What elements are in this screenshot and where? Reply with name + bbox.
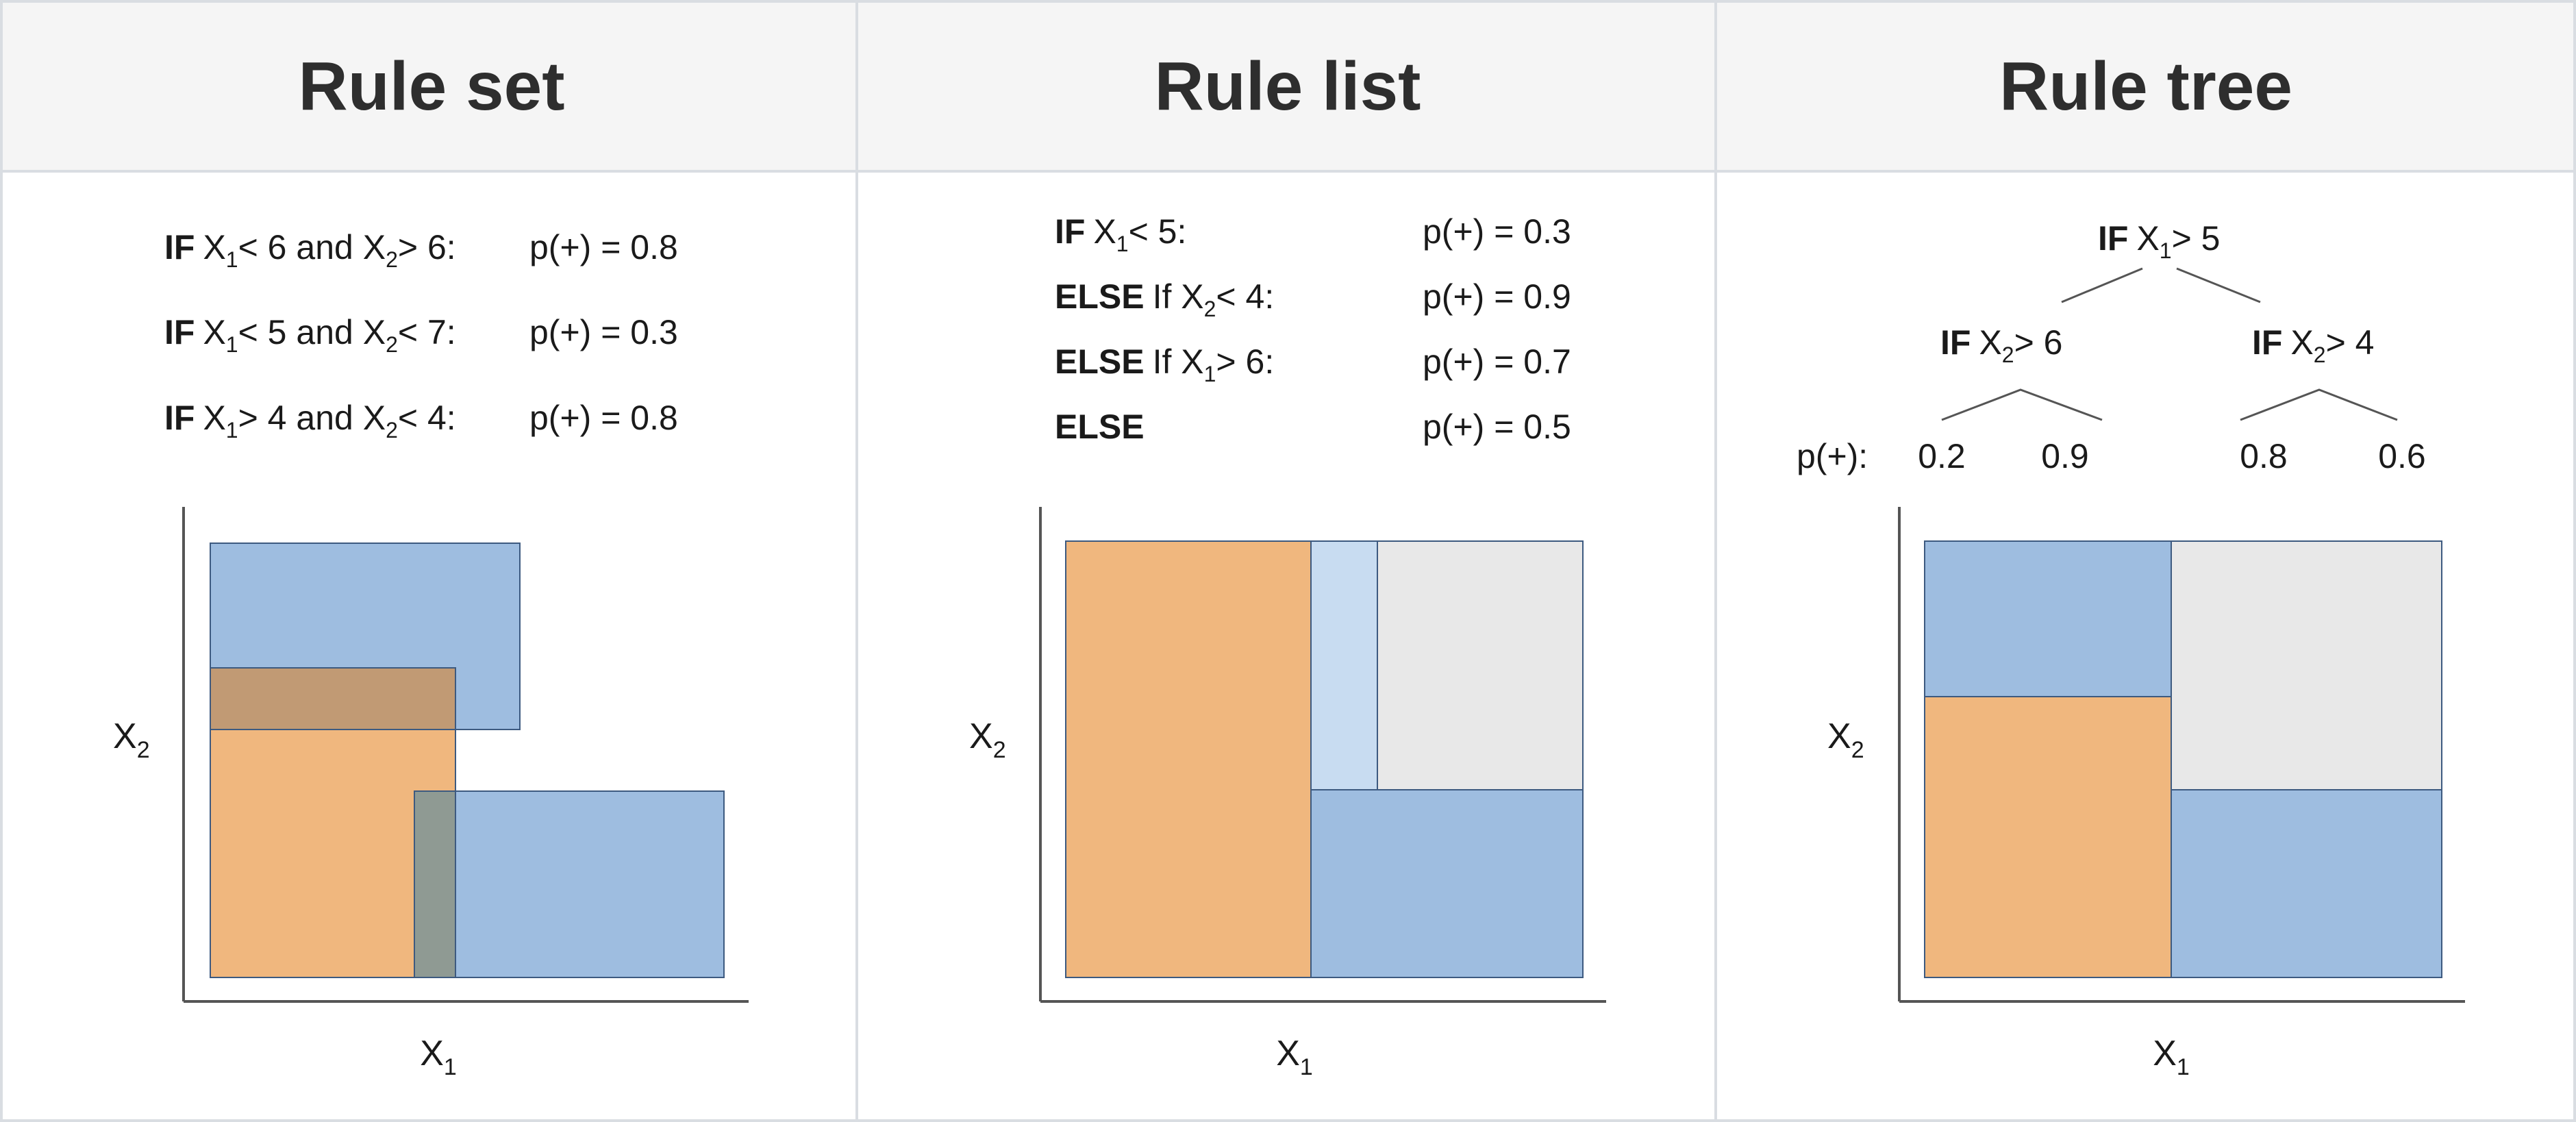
rule-list-prob-2: p(+) = 0.9 xyxy=(1423,277,1571,316)
rule-set-overlap-bottom xyxy=(414,790,456,978)
rule-set-rule-1: IF X1< 6 and X2> 6: xyxy=(164,228,456,272)
rule-list-prob-4: p(+) = 0.5 xyxy=(1423,408,1571,446)
rule-set-prob-2: p(+) = 0.3 xyxy=(529,313,678,351)
rule-tree-region-gray xyxy=(2171,540,2442,790)
rule-list-rules: IF X1< 5: p(+) = 0.3 ELSE If X2< 4: p(+) =… xyxy=(1055,212,1571,446)
rule-set-region-bottom-right xyxy=(414,790,725,978)
tree-right-node: IF X2> 4 xyxy=(2252,323,2375,367)
tree-edge-root-right xyxy=(2176,267,2261,303)
tree-edges-right-leaves xyxy=(2240,388,2398,421)
rule-tree-region-blue-bottom xyxy=(2171,789,2442,978)
header-band xyxy=(3,3,2573,170)
tree-leaf-4: 0.6 xyxy=(2378,437,2426,475)
tree-leaf-3: 0.8 xyxy=(2240,437,2288,475)
rule-tree: IF X1> 5 IF X2> 6 IF X2> 4 p(+): 0.2 0.9 0.… xyxy=(1797,219,2426,475)
tree-leaf-2: 0.9 xyxy=(2041,437,2089,475)
rule-set-prob-1: p(+) = 0.8 xyxy=(529,228,678,266)
rule-list-region-light-blue xyxy=(1310,540,1378,790)
rule-set-y-label: X2 xyxy=(113,716,150,763)
rule-tree-y-label: X2 xyxy=(1827,716,1864,763)
rule-list-prob-1: p(+) = 0.3 xyxy=(1423,212,1571,251)
rule-list-y-label: X2 xyxy=(969,716,1006,763)
rule-list-region-blue xyxy=(1310,789,1584,978)
tree-prob-label: p(+): xyxy=(1797,437,1868,475)
rule-tree-plot xyxy=(1898,507,2465,1003)
tree-left-node: IF X2> 6 xyxy=(1940,323,2063,367)
tree-root-node: IF X1> 5 xyxy=(2098,219,2221,263)
rule-list-region-gray xyxy=(1377,540,1584,790)
rule-set-rule-2: IF X1< 5 and X2< 7: xyxy=(164,313,456,357)
rule-list-rule-3: ELSE If X1> 6: xyxy=(1055,342,1274,386)
rule-tree-region-orange xyxy=(1924,696,2172,978)
rule-list-prob-3: p(+) = 0.7 xyxy=(1423,342,1571,381)
rule-list-rule-1: IF X1< 5: xyxy=(1055,212,1186,256)
rule-tree-x-label: X1 xyxy=(2153,1034,2190,1080)
tree-edges-left-leaves xyxy=(1941,388,2103,421)
rule-list-x-label: X1 xyxy=(1276,1034,1313,1080)
tree-edge-root-left xyxy=(2061,267,2143,303)
title-rule-set: Rule set xyxy=(298,48,564,125)
rule-list-region-orange xyxy=(1065,540,1312,978)
title-rule-tree: Rule tree xyxy=(1999,48,2292,125)
rule-set-x-label: X1 xyxy=(420,1034,457,1080)
rule-set-plot xyxy=(182,507,749,1003)
rule-set-overlap-top xyxy=(210,667,456,730)
rule-list-rule-4: ELSE xyxy=(1055,408,1145,446)
rule-set-rules: IF X1< 6 and X2> 6: p(+) = 0.8 IF X1< 5 an… xyxy=(164,228,678,442)
rule-set-prob-3: p(+) = 0.8 xyxy=(529,399,678,437)
rule-list-rule-2: ELSE If X2< 4: xyxy=(1055,277,1274,321)
tree-leaf-1: 0.2 xyxy=(1918,437,1966,475)
rule-set-rule-3: IF X1> 4 and X2< 4: xyxy=(164,399,456,442)
title-rule-list: Rule list xyxy=(1155,48,1421,125)
rule-tree-region-blue-top xyxy=(1924,540,2172,697)
rule-list-plot xyxy=(1039,507,1606,1003)
